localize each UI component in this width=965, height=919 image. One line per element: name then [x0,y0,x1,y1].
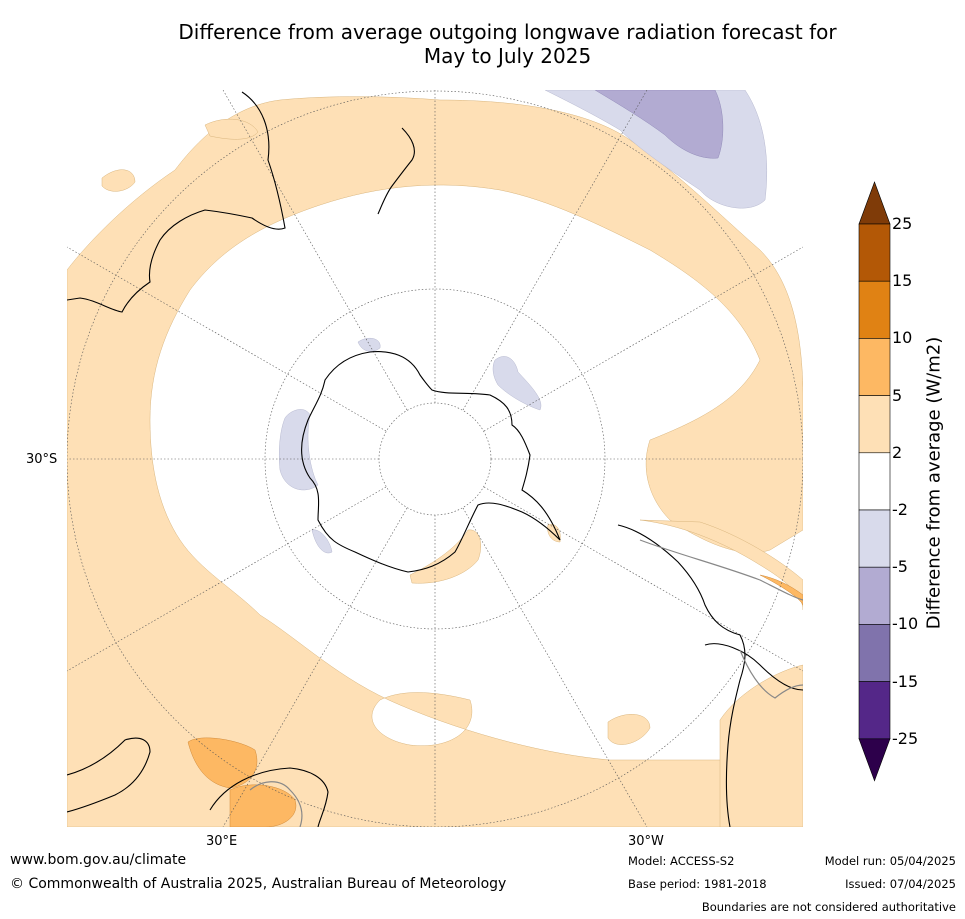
anomaly-region-2to5-northwest-2 [101,169,136,192]
footer-issued: Issued: 07/04/2025 [845,877,956,891]
footer-base-period: Base period: 1981-2018 [628,877,767,891]
latitude-circle-60s [264,288,606,630]
colorbar-box [858,395,891,454]
map-panel [67,90,803,827]
footer-copyright: © Commonwealth of Australia 2025, Austra… [10,876,507,892]
colorbar-arrow-max [858,181,891,225]
colorbar-box [858,223,891,282]
anomaly-region-2to5-northwest [204,118,259,140]
chart-title: Difference from average outgoing longwav… [0,20,965,68]
coastline-antarctica [300,351,561,573]
lon-label-30w: 30°W [628,834,664,849]
colorbar-tick-label: -25 [892,728,919,748]
title-line-1: Difference from average outgoing longwav… [178,20,837,44]
colorbar-box [858,681,891,740]
title-line-2: May to July 2025 [423,44,592,68]
colorbar-arrow-min [858,738,891,782]
country-boundaries [249,539,803,827]
footer-website: www.bom.gov.au/climate [10,852,187,868]
colorbar-tick-label: 15 [892,271,913,291]
colorbar-title: Difference from average (W/m2) [923,336,945,630]
anomaly-region-2to5-patch-sw [607,714,651,745]
anomaly-region-2to5-weddell [409,529,481,584]
anomaly-region-minus2to5-small [357,337,381,352]
colorbar-box [858,452,891,511]
coastline-africa-2 [209,767,329,827]
anomaly-region-2to5-ring [67,96,803,827]
anomaly-region-minus5to10-pacific [594,90,724,159]
colorbar-box [858,509,891,568]
boundary-line [639,539,803,601]
colorbar-box [858,624,891,682]
coastline-nz-north [377,127,415,215]
footer-model-run: Model run: 05/04/2025 [824,854,956,868]
anomaly-region-minus2to5-small-2 [311,529,333,554]
lon-label-30e: 30°E [206,834,238,849]
colorbar [858,181,891,782]
colorbar-tick-label: -10 [892,614,919,634]
coastline-australia-nz [67,91,286,313]
colorbar-tick-label: 10 [892,328,913,348]
colorbar-tick-label: 5 [892,385,903,405]
boundary-line [249,781,303,827]
colorbar-tick-label: -5 [892,557,908,577]
colorbar-tick-label: 2 [892,442,903,462]
colorbar-tick-label: 25 [892,214,913,233]
anomaly-region-5to10-africa-2 [229,784,297,827]
anomaly-region-5to10-southamerica [759,574,803,606]
colorbar-tick-label: -2 [892,500,908,519]
coastline-africa [67,737,151,813]
anomaly-region-minus2to5-indian [278,409,319,491]
colorbar-box [858,566,891,625]
meridian-lines [67,90,803,827]
boundary-line [739,649,803,699]
anomaly-region-minus2to5-ross [492,356,542,411]
footer-model: Model: ACCESS-S2 [628,854,735,868]
footer-disclaimer: Boundaries are not considered authoritat… [701,900,956,914]
colorbar-tick-label: -15 [892,671,919,691]
colorbar-box [858,280,891,339]
lat-label-30s: 30°S [26,452,58,467]
colorbar-box [858,338,891,396]
coastline-south-america [617,524,746,827]
